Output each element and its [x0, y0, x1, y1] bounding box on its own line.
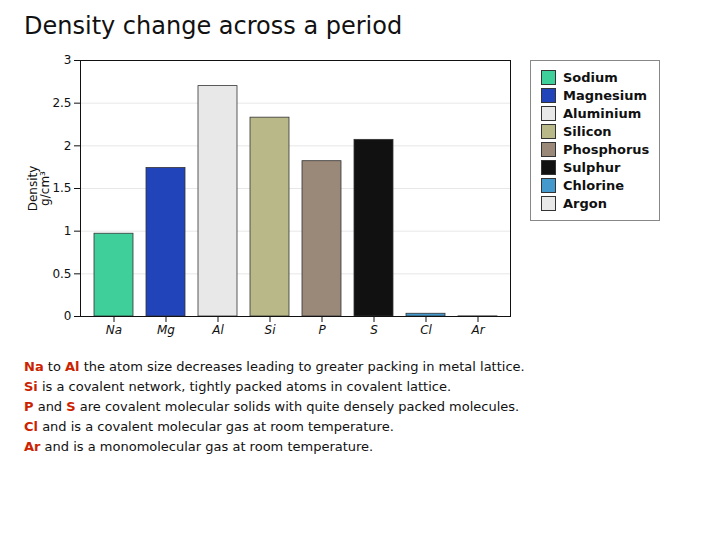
svg-text:Si: Si	[265, 323, 277, 337]
html-text:Sodium: Sodium	[563, 70, 618, 85]
html-text:Argon: Argon	[563, 196, 607, 211]
svg-text:1.5: 1.5	[52, 181, 71, 195]
html-text:Density change across a period: Density change across a period	[24, 12, 403, 40]
svg-text:Al: Al	[211, 323, 224, 337]
svg-text:Cl: Cl	[420, 323, 432, 337]
html-text:Na to Al the atom size decreas: Na to Al the atom size decreases leading…	[24, 359, 525, 374]
svg-text:Na: Na	[106, 323, 122, 337]
html-text:Aluminium: Aluminium	[563, 106, 642, 121]
svg-text:P: P	[318, 323, 326, 337]
svg-text:S: S	[370, 323, 378, 337]
svg-text:2: 2	[64, 139, 72, 153]
svg-text:1: 1	[64, 224, 72, 238]
html-text:Si is a covalent network, tigh: Si is a covalent network, tightly packed…	[24, 379, 452, 394]
svg-text:Mg: Mg	[157, 323, 175, 337]
html-text:Silicon: Silicon	[563, 124, 612, 139]
html-text:Magnesium: Magnesium	[563, 88, 648, 103]
svg-text:3: 3	[64, 53, 72, 67]
svg-text:Ar: Ar	[470, 323, 485, 337]
html-text:Phosphorus: Phosphorus	[563, 142, 650, 157]
html-text:Ar and is a monomolecular gas: Ar and is a monomolecular gas at room te…	[24, 439, 374, 454]
svg-text:0: 0	[64, 309, 72, 323]
svg-text:0.5: 0.5	[52, 267, 71, 281]
html-text:Chlorine: Chlorine	[563, 178, 625, 193]
html-text:P and S are covalent molecular: P and S are covalent molecular solids wi…	[24, 399, 520, 414]
svg-text:Densityg/cm³: Densityg/cm³	[26, 166, 52, 212]
html-text:Sulphur: Sulphur	[563, 160, 621, 175]
html-text:Cl and is a covalent molecular: Cl and is a covalent molecular gas at ro…	[24, 419, 394, 434]
svg-text:2.5: 2.5	[52, 96, 71, 110]
